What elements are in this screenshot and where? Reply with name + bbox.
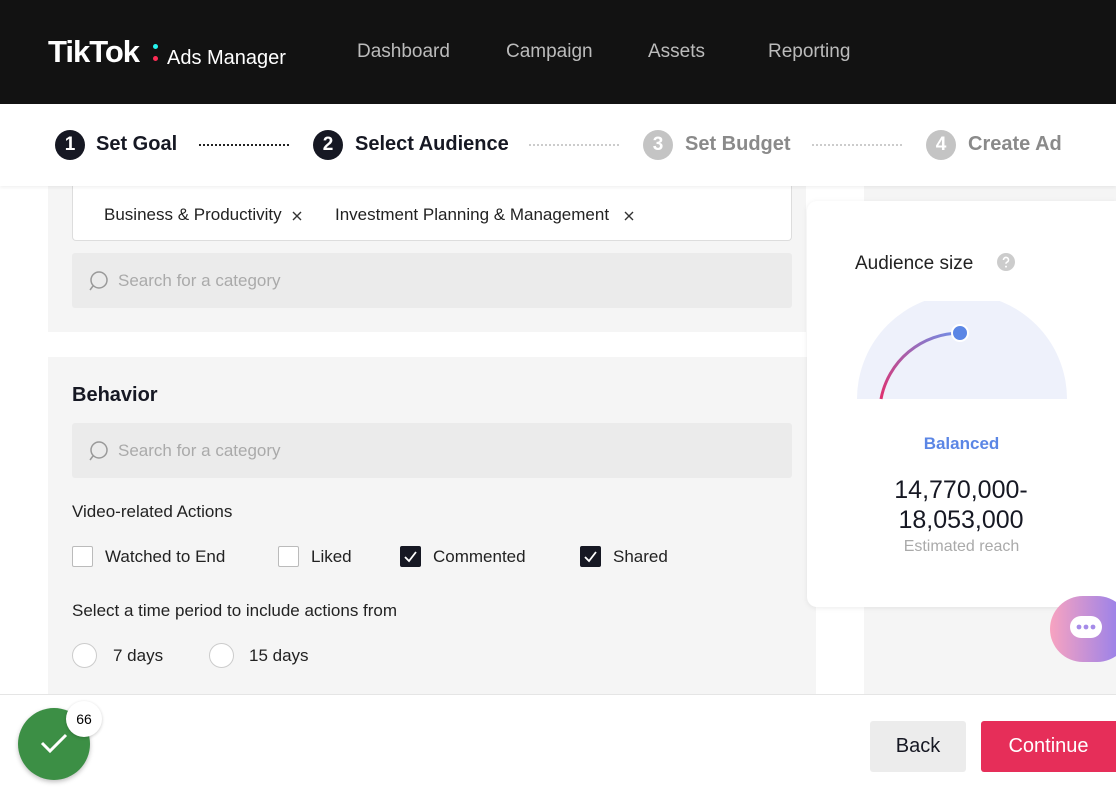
checkbox-label: Shared — [613, 547, 668, 566]
checkbox-label: Commented — [433, 547, 526, 566]
checkbox-label: Liked — [311, 547, 352, 566]
checkbox[interactable] — [278, 546, 299, 567]
top-bar: TikTok Ads Manager Dashboard Campaign As… — [0, 0, 1116, 104]
search-box[interactable]: Search for a category — [72, 253, 792, 308]
step-label: Set Budget — [685, 133, 791, 155]
step-connector — [199, 144, 289, 146]
search-box[interactable]: Search for a category — [72, 423, 792, 478]
continue-button[interactable]: Continue — [981, 721, 1116, 772]
card-title: Audience size — [855, 253, 974, 274]
checkbox[interactable] — [580, 546, 601, 567]
logo-dot — [153, 56, 158, 61]
step-label: Select Audience — [355, 133, 509, 155]
label: Select a time period to include actions … — [72, 601, 398, 620]
logo[interactable]: TikTok — [48, 34, 140, 69]
logo-dot — [153, 44, 158, 49]
step-number: 1 — [55, 130, 85, 160]
search-placeholder: Search for a category — [118, 441, 281, 460]
remove-icon[interactable] — [624, 211, 634, 221]
remove-icon[interactable] — [292, 211, 302, 221]
step-label: Set Goal — [96, 133, 178, 155]
search-icon — [89, 271, 108, 291]
radio[interactable] — [72, 643, 97, 668]
step-connector — [529, 144, 619, 146]
nav-item[interactable]: Assets — [648, 41, 706, 62]
help-icon[interactable] — [997, 253, 1015, 271]
radio-label: 7 days — [113, 646, 164, 665]
nav-item[interactable]: Campaign — [506, 41, 593, 62]
check-mark — [404, 551, 417, 563]
step-number: 3 — [643, 130, 673, 160]
gauge — [857, 301, 1067, 400]
back-button[interactable]: Back — [870, 721, 966, 772]
nav-item[interactable]: Dashboard — [357, 41, 450, 62]
checkbox-label: Watched to End — [105, 547, 226, 566]
checkbox[interactable] — [400, 546, 421, 567]
chat-icon — [1070, 616, 1102, 638]
checkbox[interactable] — [72, 546, 93, 567]
label: Video-related Actions — [72, 502, 233, 521]
tag: Investment Planning & Management — [335, 205, 610, 224]
step-number: 4 — [926, 130, 956, 160]
badge: 66 — [66, 701, 102, 737]
check-mark — [584, 551, 597, 563]
tag-box: Business & Productivity Investment Plann… — [72, 178, 792, 241]
step-label: Create Ad — [968, 133, 1062, 155]
tag: Business & Productivity — [104, 205, 282, 224]
step-connector — [812, 144, 902, 146]
audience-card: Audience size Balanced 14,770,000-18,053… — [807, 201, 1116, 607]
radio[interactable] — [209, 643, 234, 668]
radio-label: 15 days — [249, 646, 309, 665]
search-icon — [89, 441, 108, 461]
product-name: Ads Manager — [167, 47, 286, 69]
reach: 14,770,000-18,053,000 — [894, 476, 1028, 534]
status: Balanced — [923, 434, 1000, 453]
search-placeholder: Search for a category — [118, 271, 281, 290]
reach-caption: Estimated reach — [903, 538, 1020, 555]
step-number: 2 — [313, 130, 343, 160]
footer: 66 Back Continue — [0, 694, 1116, 794]
check-icon — [40, 733, 68, 754]
nav-item[interactable]: Reporting — [768, 41, 851, 62]
chat-button[interactable] — [1050, 596, 1116, 662]
behavior-panel — [48, 357, 816, 694]
section-title: Behavior — [72, 384, 158, 406]
